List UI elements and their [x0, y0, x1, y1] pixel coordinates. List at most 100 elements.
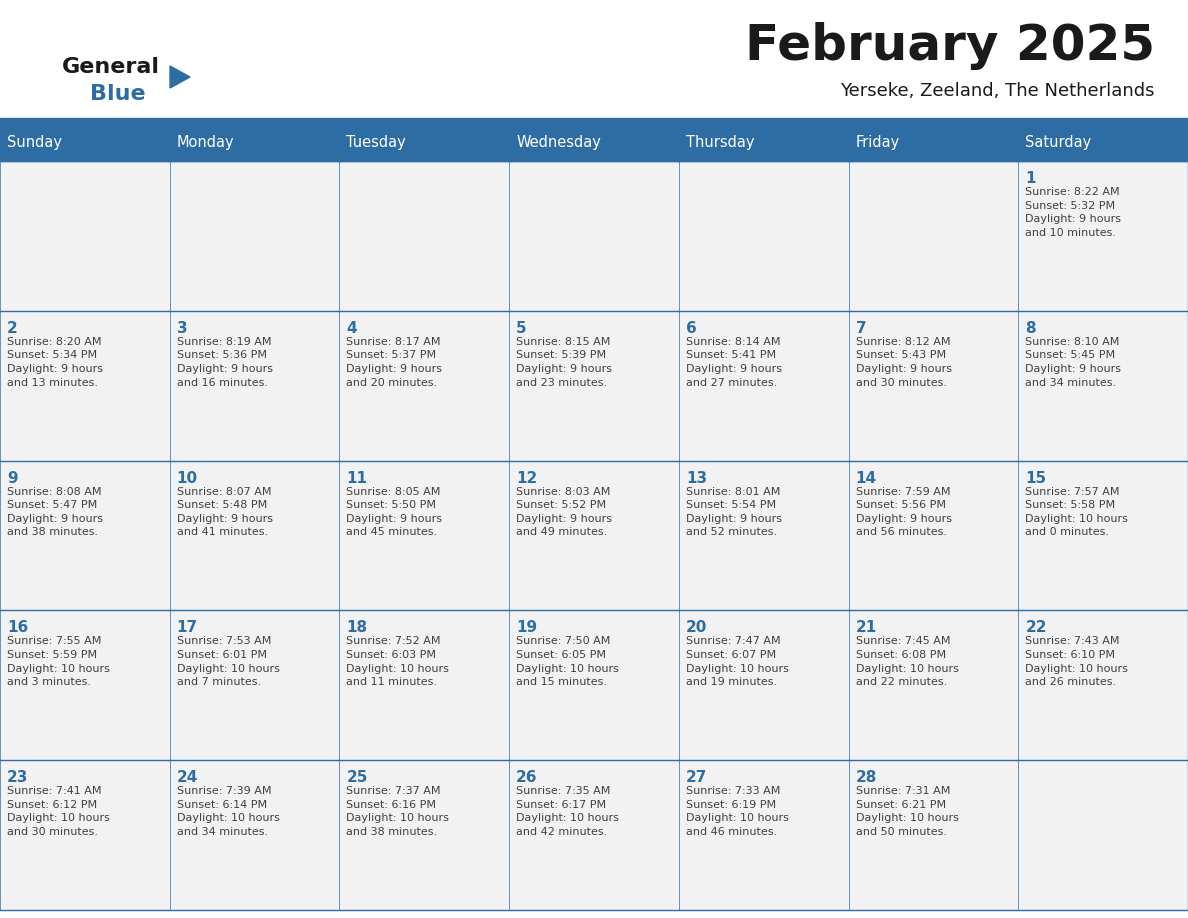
- Text: 25: 25: [347, 770, 368, 785]
- Bar: [0, 311, 170, 461]
- Text: Friday: Friday: [855, 135, 899, 150]
- Text: 20: 20: [685, 621, 707, 635]
- Bar: [678, 311, 848, 461]
- Text: Sunrise: 7:37 AM
Sunset: 6:16 PM
Daylight: 10 hours
and 38 minutes.: Sunrise: 7:37 AM Sunset: 6:16 PM Dayligh…: [347, 786, 449, 837]
- Text: Blue: Blue: [90, 84, 146, 104]
- Bar: [510, 610, 678, 760]
- Bar: [510, 760, 678, 910]
- Bar: [340, 311, 510, 461]
- Text: Sunrise: 8:01 AM
Sunset: 5:54 PM
Daylight: 9 hours
and 52 minutes.: Sunrise: 8:01 AM Sunset: 5:54 PM Dayligh…: [685, 487, 782, 537]
- Text: Sunrise: 8:07 AM
Sunset: 5:48 PM
Daylight: 9 hours
and 41 minutes.: Sunrise: 8:07 AM Sunset: 5:48 PM Dayligh…: [177, 487, 273, 537]
- Bar: [0, 161, 170, 311]
- Bar: [1018, 610, 1188, 760]
- Text: 12: 12: [516, 471, 537, 486]
- Text: 14: 14: [855, 471, 877, 486]
- Bar: [510, 311, 678, 461]
- Text: 22: 22: [1025, 621, 1047, 635]
- Text: Sunrise: 8:03 AM
Sunset: 5:52 PM
Daylight: 9 hours
and 49 minutes.: Sunrise: 8:03 AM Sunset: 5:52 PM Dayligh…: [516, 487, 612, 537]
- Text: Sunrise: 7:53 AM
Sunset: 6:01 PM
Daylight: 10 hours
and 7 minutes.: Sunrise: 7:53 AM Sunset: 6:01 PM Dayligh…: [177, 636, 279, 688]
- Text: 4: 4: [347, 320, 358, 336]
- Text: Sunrise: 8:05 AM
Sunset: 5:50 PM
Daylight: 9 hours
and 45 minutes.: Sunrise: 8:05 AM Sunset: 5:50 PM Dayligh…: [347, 487, 442, 537]
- Bar: [1018, 161, 1188, 311]
- Text: Sunrise: 7:59 AM
Sunset: 5:56 PM
Daylight: 9 hours
and 56 minutes.: Sunrise: 7:59 AM Sunset: 5:56 PM Dayligh…: [855, 487, 952, 537]
- Bar: [678, 610, 848, 760]
- Text: 8: 8: [1025, 320, 1036, 336]
- Bar: [340, 461, 510, 610]
- Text: Sunday: Sunday: [7, 135, 62, 150]
- Text: Sunrise: 7:55 AM
Sunset: 5:59 PM
Daylight: 10 hours
and 3 minutes.: Sunrise: 7:55 AM Sunset: 5:59 PM Dayligh…: [7, 636, 109, 688]
- Text: Sunrise: 8:15 AM
Sunset: 5:39 PM
Daylight: 9 hours
and 23 minutes.: Sunrise: 8:15 AM Sunset: 5:39 PM Dayligh…: [516, 337, 612, 387]
- Text: Tuesday: Tuesday: [347, 135, 406, 150]
- Bar: [340, 760, 510, 910]
- Text: 6: 6: [685, 320, 696, 336]
- Bar: [678, 123, 848, 161]
- Bar: [340, 123, 510, 161]
- Text: 13: 13: [685, 471, 707, 486]
- Bar: [170, 461, 340, 610]
- Text: 18: 18: [347, 621, 367, 635]
- Text: 16: 16: [7, 621, 29, 635]
- Bar: [1018, 311, 1188, 461]
- Text: 10: 10: [177, 471, 198, 486]
- Text: 3: 3: [177, 320, 188, 336]
- Text: Sunrise: 7:41 AM
Sunset: 6:12 PM
Daylight: 10 hours
and 30 minutes.: Sunrise: 7:41 AM Sunset: 6:12 PM Dayligh…: [7, 786, 109, 837]
- Bar: [1018, 461, 1188, 610]
- Text: Sunrise: 8:14 AM
Sunset: 5:41 PM
Daylight: 9 hours
and 27 minutes.: Sunrise: 8:14 AM Sunset: 5:41 PM Dayligh…: [685, 337, 782, 387]
- Bar: [0, 123, 170, 161]
- Bar: [170, 610, 340, 760]
- Text: 7: 7: [855, 320, 866, 336]
- Text: Sunrise: 7:50 AM
Sunset: 6:05 PM
Daylight: 10 hours
and 15 minutes.: Sunrise: 7:50 AM Sunset: 6:05 PM Dayligh…: [516, 636, 619, 688]
- Text: 5: 5: [516, 320, 526, 336]
- Bar: [1018, 760, 1188, 910]
- Text: Sunrise: 8:20 AM
Sunset: 5:34 PM
Daylight: 9 hours
and 13 minutes.: Sunrise: 8:20 AM Sunset: 5:34 PM Dayligh…: [7, 337, 103, 387]
- Bar: [848, 610, 1018, 760]
- Text: 1: 1: [1025, 171, 1036, 186]
- Text: Thursday: Thursday: [685, 135, 754, 150]
- Text: Sunrise: 8:10 AM
Sunset: 5:45 PM
Daylight: 9 hours
and 34 minutes.: Sunrise: 8:10 AM Sunset: 5:45 PM Dayligh…: [1025, 337, 1121, 387]
- Text: Sunrise: 7:57 AM
Sunset: 5:58 PM
Daylight: 10 hours
and 0 minutes.: Sunrise: 7:57 AM Sunset: 5:58 PM Dayligh…: [1025, 487, 1129, 537]
- Bar: [170, 161, 340, 311]
- Text: 23: 23: [7, 770, 29, 785]
- Bar: [340, 610, 510, 760]
- Bar: [678, 760, 848, 910]
- Text: Sunrise: 8:17 AM
Sunset: 5:37 PM
Daylight: 9 hours
and 20 minutes.: Sunrise: 8:17 AM Sunset: 5:37 PM Dayligh…: [347, 337, 442, 387]
- Bar: [678, 461, 848, 610]
- Text: Yerseke, Zeeland, The Netherlands: Yerseke, Zeeland, The Netherlands: [840, 82, 1155, 100]
- Bar: [848, 311, 1018, 461]
- Bar: [848, 461, 1018, 610]
- Text: Sunrise: 8:08 AM
Sunset: 5:47 PM
Daylight: 9 hours
and 38 minutes.: Sunrise: 8:08 AM Sunset: 5:47 PM Dayligh…: [7, 487, 103, 537]
- Text: Sunrise: 8:12 AM
Sunset: 5:43 PM
Daylight: 9 hours
and 30 minutes.: Sunrise: 8:12 AM Sunset: 5:43 PM Dayligh…: [855, 337, 952, 387]
- Bar: [340, 161, 510, 311]
- Bar: [170, 760, 340, 910]
- Text: Sunrise: 8:19 AM
Sunset: 5:36 PM
Daylight: 9 hours
and 16 minutes.: Sunrise: 8:19 AM Sunset: 5:36 PM Dayligh…: [177, 337, 273, 387]
- Text: Sunrise: 7:45 AM
Sunset: 6:08 PM
Daylight: 10 hours
and 22 minutes.: Sunrise: 7:45 AM Sunset: 6:08 PM Dayligh…: [855, 636, 959, 688]
- Bar: [510, 123, 678, 161]
- Text: Saturday: Saturday: [1025, 135, 1092, 150]
- Bar: [0, 610, 170, 760]
- Text: 28: 28: [855, 770, 877, 785]
- Bar: [1018, 123, 1188, 161]
- Text: 26: 26: [516, 770, 538, 785]
- Text: 2: 2: [7, 320, 18, 336]
- Text: 9: 9: [7, 471, 18, 486]
- Bar: [678, 161, 848, 311]
- Text: Sunrise: 7:52 AM
Sunset: 6:03 PM
Daylight: 10 hours
and 11 minutes.: Sunrise: 7:52 AM Sunset: 6:03 PM Dayligh…: [347, 636, 449, 688]
- Bar: [510, 161, 678, 311]
- Text: 19: 19: [516, 621, 537, 635]
- Text: February 2025: February 2025: [745, 22, 1155, 70]
- Text: Wednesday: Wednesday: [516, 135, 601, 150]
- Text: Sunrise: 7:43 AM
Sunset: 6:10 PM
Daylight: 10 hours
and 26 minutes.: Sunrise: 7:43 AM Sunset: 6:10 PM Dayligh…: [1025, 636, 1129, 688]
- Text: Sunrise: 7:39 AM
Sunset: 6:14 PM
Daylight: 10 hours
and 34 minutes.: Sunrise: 7:39 AM Sunset: 6:14 PM Dayligh…: [177, 786, 279, 837]
- Text: Sunrise: 7:33 AM
Sunset: 6:19 PM
Daylight: 10 hours
and 46 minutes.: Sunrise: 7:33 AM Sunset: 6:19 PM Dayligh…: [685, 786, 789, 837]
- Text: Monday: Monday: [177, 135, 234, 150]
- Bar: [848, 760, 1018, 910]
- Text: Sunrise: 7:35 AM
Sunset: 6:17 PM
Daylight: 10 hours
and 42 minutes.: Sunrise: 7:35 AM Sunset: 6:17 PM Dayligh…: [516, 786, 619, 837]
- Bar: [0, 461, 170, 610]
- Text: 21: 21: [855, 621, 877, 635]
- Polygon shape: [170, 66, 190, 88]
- Text: General: General: [62, 57, 160, 77]
- Bar: [0, 118, 1188, 123]
- Text: 24: 24: [177, 770, 198, 785]
- Text: Sunrise: 7:47 AM
Sunset: 6:07 PM
Daylight: 10 hours
and 19 minutes.: Sunrise: 7:47 AM Sunset: 6:07 PM Dayligh…: [685, 636, 789, 688]
- Bar: [170, 311, 340, 461]
